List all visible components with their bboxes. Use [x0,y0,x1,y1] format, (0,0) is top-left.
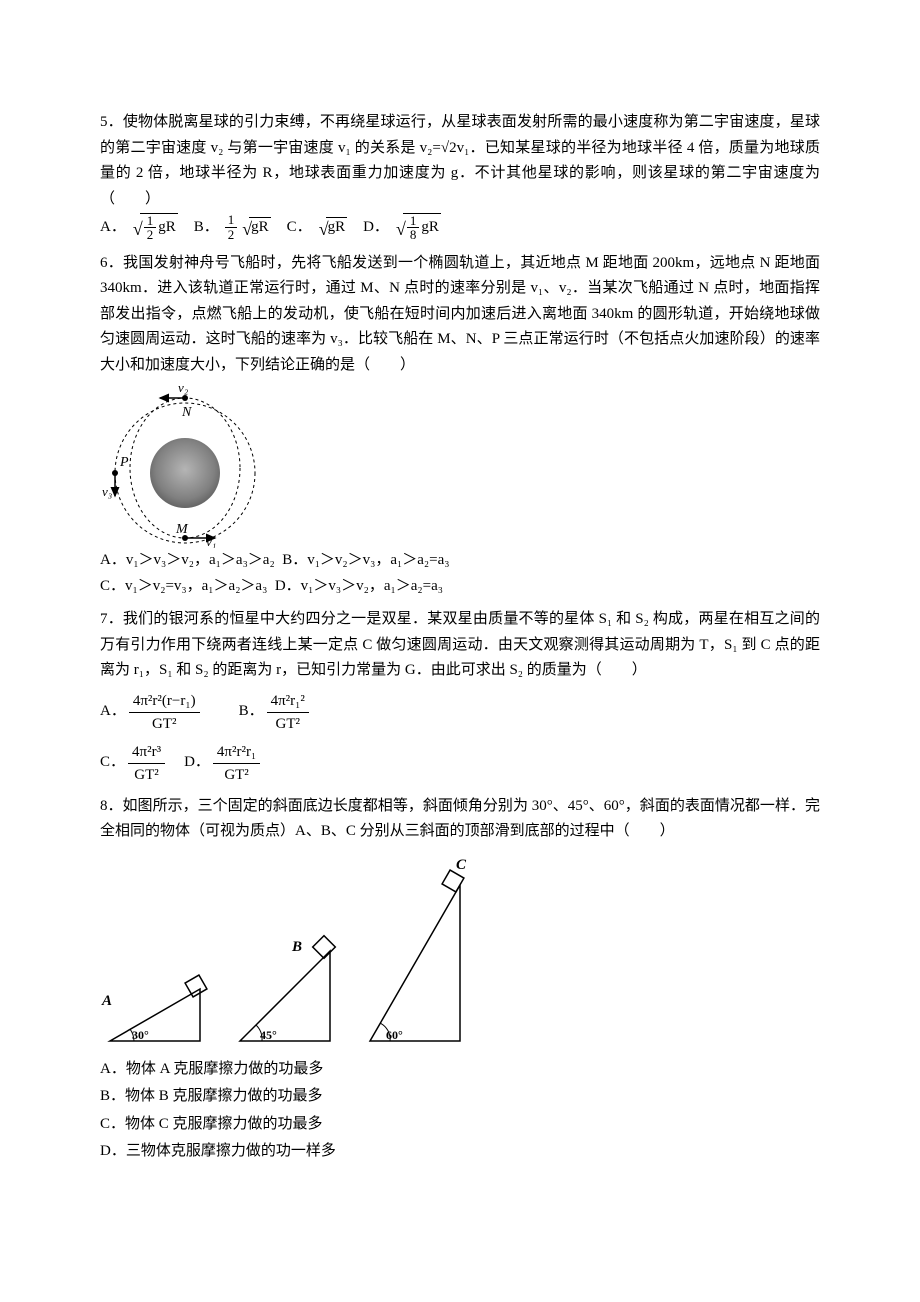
q5-opt-a: A． 12gR [100,212,178,243]
q6-text: 6．我国发射神舟号飞船时，先将飞船发送到一个椭圆轨道上，其近地点 M 距地面 2… [100,251,820,379]
q7-opt-c: C． 4π²r³GT² [100,741,168,786]
fraction: 4π²r²(r−r₁)GT² [129,690,200,735]
q6-options-line1: A．v₁＞v₃＞v₂，a₁＞a₃＞a₂ B．v₁＞v₂＞v₃，a₁＞a₂=a₃ [100,548,820,574]
q8-figure: 30° A 45° B 60° C [100,851,820,1051]
q8-opt-d: D．三物体克服摩擦力做的功一样多 [100,1139,820,1165]
q6-opt-c: C．v₁＞v₂=v₃，a₁＞a₂＞a₃ [100,578,267,594]
q8-num: 8 [100,798,108,814]
q5-opt-c: C． gR [287,212,347,243]
label-v3: v₃ [102,484,112,499]
q8-opt-c: C．物体 C 克服摩擦力做的功最多 [100,1112,820,1138]
q7-body: ．我们的银河系的恒星中大约四分之一是双星．某双星由质量不等的星体 S₁ 和 S₂… [100,611,820,678]
incline-60: 60° C [360,851,480,1051]
fraction: 4π²r³GT² [128,741,165,786]
opt-label: A． [100,699,126,725]
q8-opt-a: A．物体 A 克服摩擦力做的功最多 [100,1057,820,1083]
label-v1: v₁ [206,534,216,548]
q5-options: A． 12gR B． 12 gR C． gR D． 18gR [100,212,820,243]
question-6: 6．我国发射神舟号飞船时，先将飞船发送到一个椭圆轨道上，其近地点 M 距地面 2… [100,251,820,600]
q6-opt-a: A．v₁＞v₃＞v₂，a₁＞a₃＞a₂ [100,552,275,568]
q6-figure: v₂ N M v₁ P v₃ [100,378,270,548]
earth-icon [150,438,220,508]
opt-label: D． [184,750,210,776]
q5-opt-d: D． 18gR [363,212,441,243]
q6-opt-b: B．v₁＞v₂＞v₃，a₁＞a₂=a₃ [282,552,449,568]
label-a: A [101,993,112,1009]
fraction: 12 [225,213,238,241]
q5-opt-b: B． 12 gR [194,212,271,243]
q7-text: 7．我们的银河系的恒星中大约四分之一是双星．某双星由质量不等的星体 S₁ 和 S… [100,607,820,684]
label-n: N [181,405,192,420]
q6-opt-d: D．v₁＞v₃＞v₂，a₁＞a₂=a₃ [275,578,443,594]
opt-label: C． [100,750,125,776]
q7-opt-d: D． 4π²r²r₁GT² [184,741,263,786]
opt-label: B． [194,215,219,241]
q6-body: ．我国发射神舟号飞船时，先将飞船发送到一个椭圆轨道上，其近地点 M 距地面 20… [100,255,820,373]
q5-body: ．使物体脱离星球的引力束缚，不再绕星球运行，从星球表面发射所需的最小速度称为第二… [100,114,820,207]
question-5: 5．使物体脱离星球的引力束缚，不再绕星球运行，从星球表面发射所需的最小速度称为第… [100,110,820,243]
label-p: P [119,455,129,470]
q7-options-row1: A． 4π²r²(r−r₁)GT² B． 4π²r₁²GT² [100,690,820,735]
sqrt-expr: 12gR [130,212,178,243]
q8-body: ．如图所示，三个固定的斜面底边长度都相等，斜面倾角分别为 30°、45°、60°… [100,798,820,840]
q6-num: 6 [100,255,108,271]
opt-label: C． [287,215,312,241]
q8-text: 8．如图所示，三个固定的斜面底边长度都相等，斜面倾角分别为 30°、45°、60… [100,794,820,845]
sqrt-expr: 18gR [393,212,441,243]
sqrt-expr: gR [316,212,347,243]
angle-30: 30° [132,1028,149,1042]
incline-45: 45° B [230,921,340,1051]
angle-60: 60° [386,1028,403,1042]
q6-options-line2: C．v₁＞v₂=v₃，a₁＞a₂＞a₃ D．v₁＞v₃＞v₂，a₁＞a₂=a₃ [100,574,820,600]
q8-options: A．物体 A 克服摩擦力做的功最多 B．物体 B 克服摩擦力做的功最多 C．物体… [100,1057,820,1165]
label-b: B [291,939,302,955]
sqrt-expr: gR [239,212,270,243]
opt-label: A． [100,215,126,241]
question-8: 8．如图所示，三个固定的斜面底边长度都相等，斜面倾角分别为 30°、45°、60… [100,794,820,1165]
fraction: 4π²r₁²GT² [267,690,309,735]
fraction: 4π²r²r₁GT² [213,741,260,786]
q7-opt-b: B． 4π²r₁²GT² [239,690,312,735]
label-v2: v₂ [178,380,189,395]
question-7: 7．我们的银河系的恒星中大约四分之一是双星．某双星由质量不等的星体 S₁ 和 S… [100,607,820,786]
angle-45: 45° [260,1028,277,1042]
label-c: C [456,857,467,873]
incline-30: 30° A [100,961,210,1051]
q5-text: 5．使物体脱离星球的引力束缚，不再绕星球运行，从星球表面发射所需的最小速度称为第… [100,110,820,212]
q8-opt-b: B．物体 B 克服摩擦力做的功最多 [100,1084,820,1110]
opt-label: B． [239,699,264,725]
q7-opt-a: A． 4π²r²(r−r₁)GT² [100,690,203,735]
q5-num: 5 [100,114,108,130]
label-m: M [175,522,189,537]
q7-options-row2: C． 4π²r³GT² D． 4π²r²r₁GT² [100,741,820,786]
q7-num: 7 [100,611,108,627]
opt-label: D． [363,215,389,241]
